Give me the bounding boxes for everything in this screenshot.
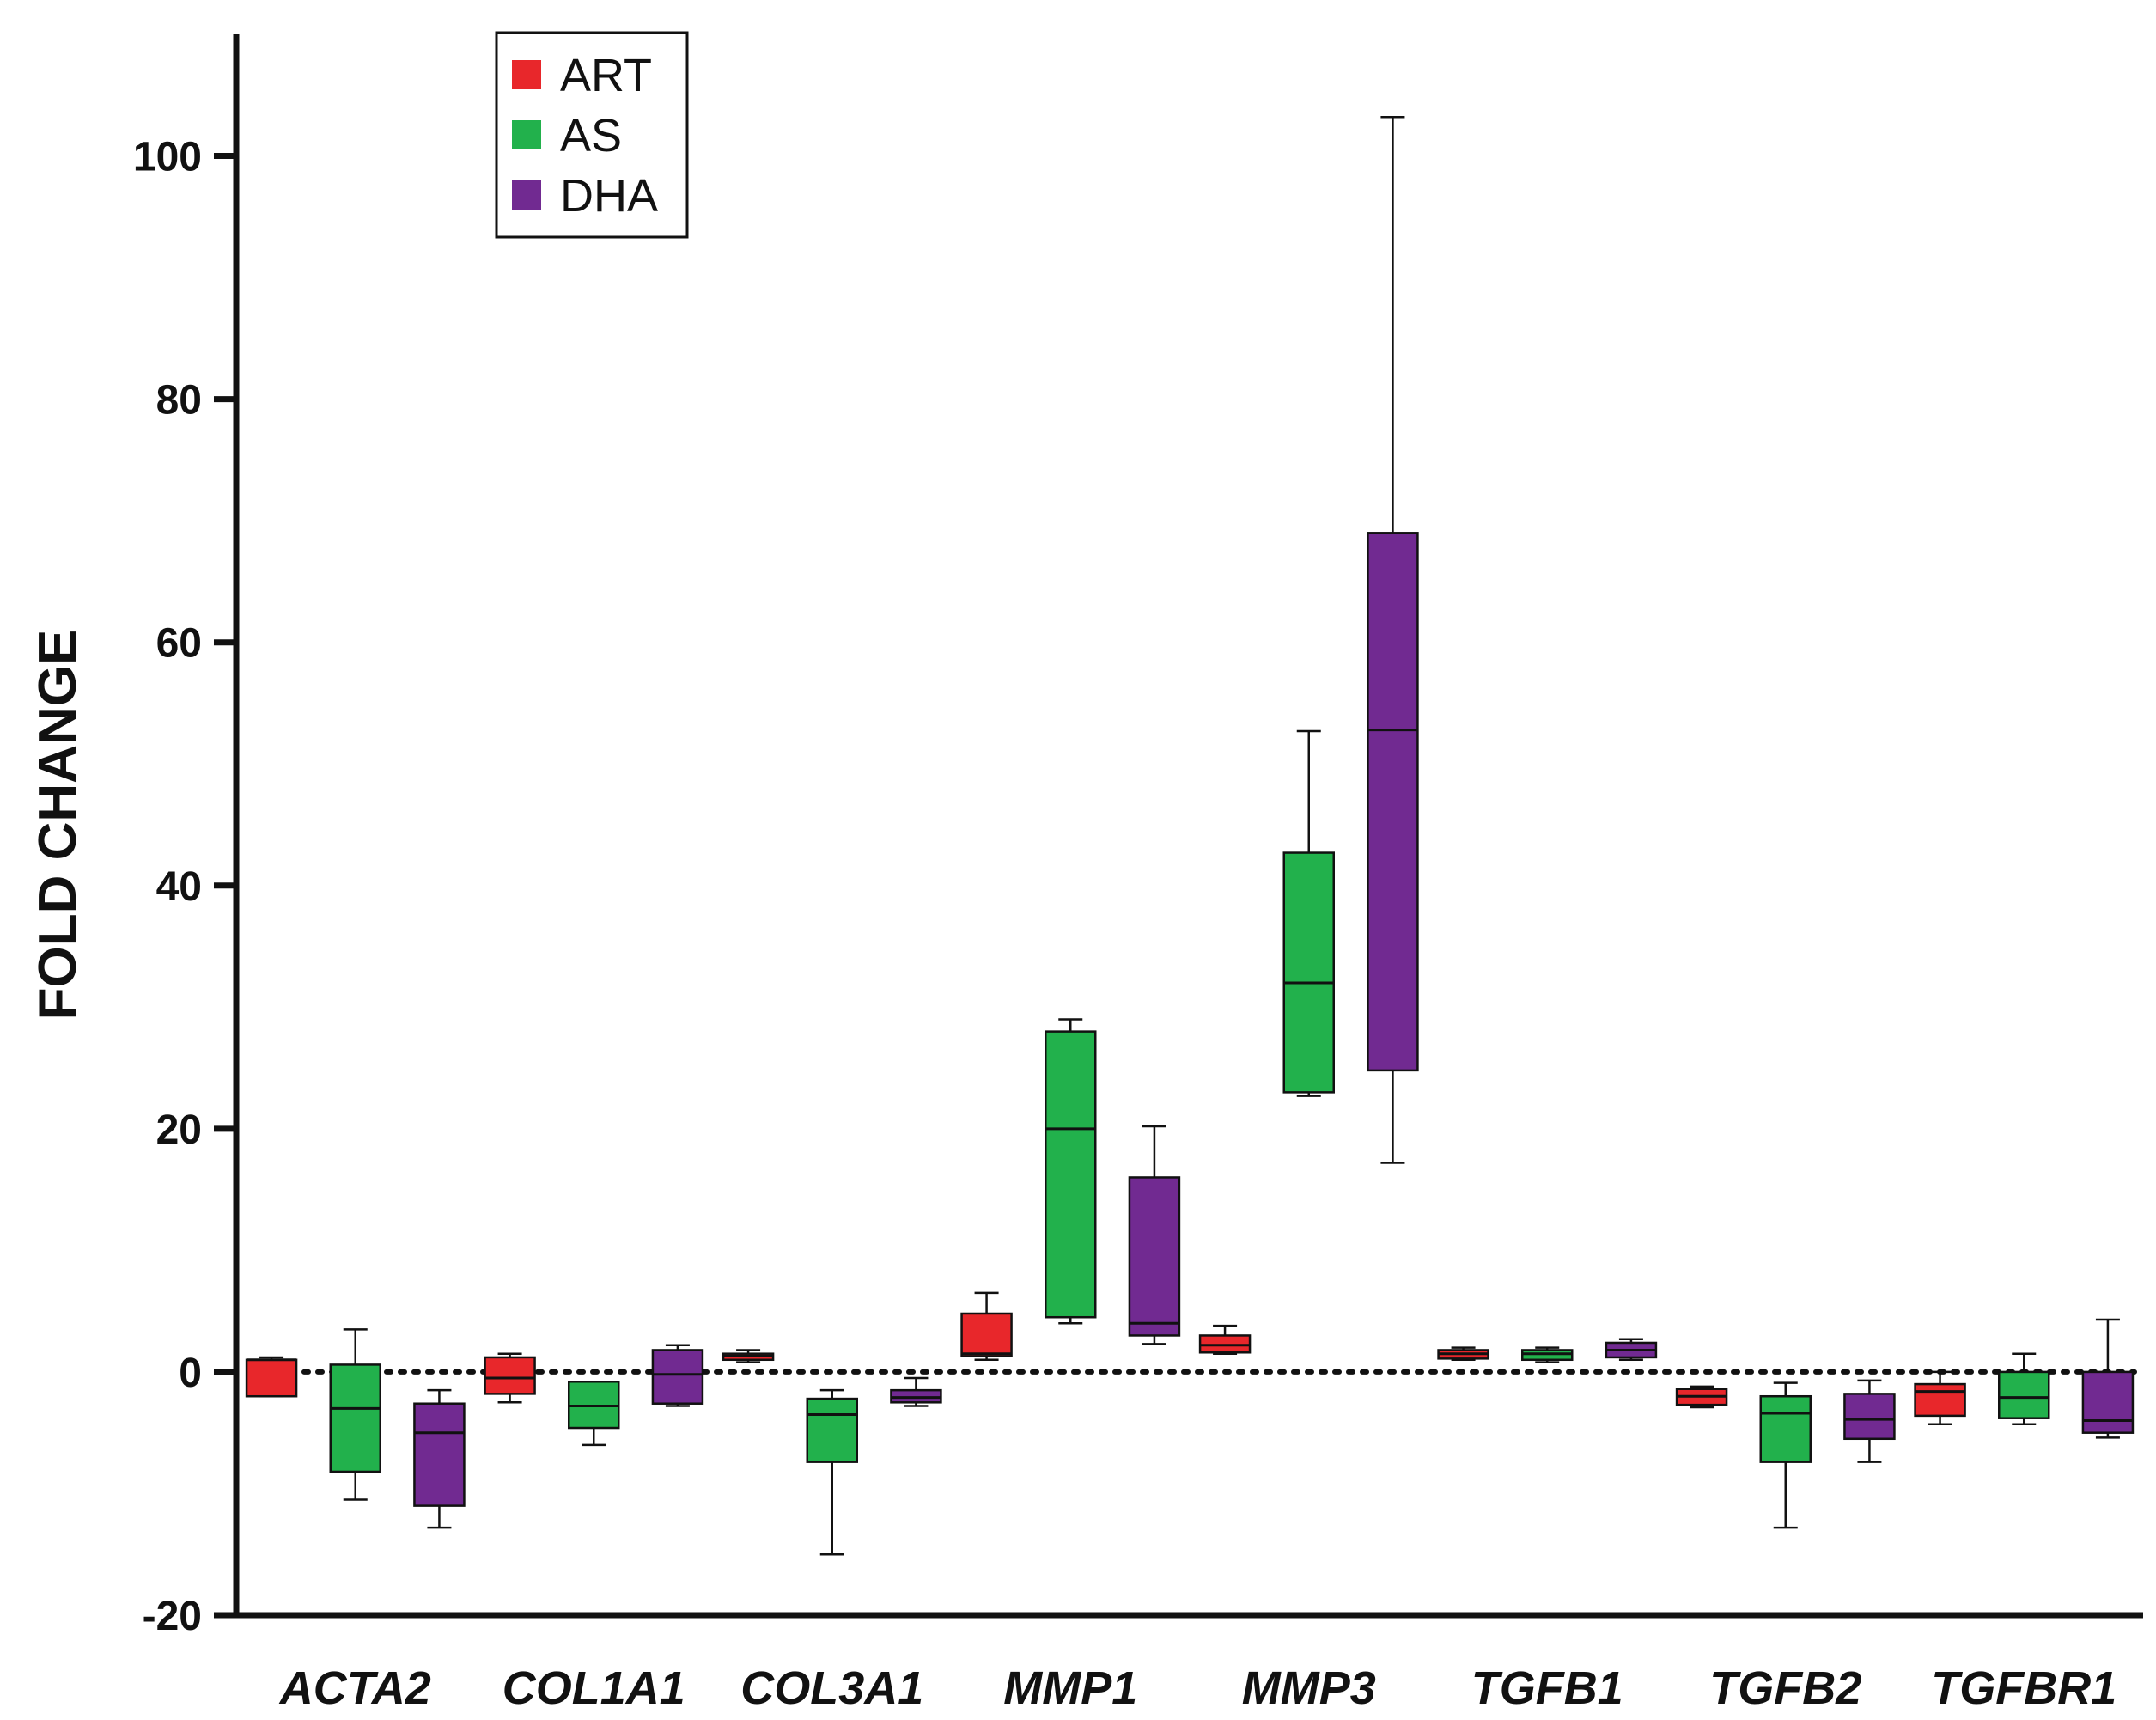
box-body — [1282, 851, 1335, 1094]
box-as-acta2 — [329, 1328, 381, 1501]
category-labels: ACTA2 COL1A1 COL3A1 MMP1 MMP3 TGFB1 TGFB2 TGFBR… — [278, 1662, 2117, 1714]
y-tick-label: 60 — [156, 621, 202, 667]
box-body — [1759, 1394, 1812, 1463]
y-axis-title: FOLD CHANGE — [28, 630, 88, 1021]
box-body — [806, 1397, 858, 1463]
box-art-col3a1 — [722, 1349, 775, 1363]
legend-label-dha: DHA — [560, 170, 658, 222]
box-dha-col3a1 — [890, 1376, 942, 1407]
box-as-tgfb1 — [1521, 1346, 1574, 1363]
box-body — [651, 1349, 704, 1405]
box-body — [1914, 1382, 1966, 1418]
box-art-mmp1 — [960, 1291, 1013, 1362]
box-art-mmp3 — [1198, 1324, 1252, 1355]
category-label-acta2: ACTA2 — [278, 1662, 431, 1714]
box-body — [1998, 1370, 2050, 1419]
y-axis: -20 0 20 40 60 80 100 — [133, 34, 240, 1639]
box-dha-tgfb1 — [1605, 1338, 1658, 1362]
box-body — [245, 1358, 298, 1398]
category-label-mmp3: MMP3 — [1242, 1662, 1376, 1714]
box-body — [2081, 1370, 2135, 1434]
box-dha-mmp3 — [1367, 115, 1419, 1164]
box-dha-tgfb2 — [1843, 1379, 1896, 1463]
y-tick-label: 0 — [179, 1351, 202, 1396]
legend-label-art: ART — [560, 50, 652, 101]
box-dha-col1a1 — [651, 1344, 704, 1407]
box-body — [329, 1363, 381, 1473]
box-art-tgfb2 — [1675, 1385, 1728, 1409]
legend: ART AS DHA — [495, 31, 689, 239]
box-dha-mmp1 — [1128, 1125, 1181, 1345]
box-as-tgfb2 — [1759, 1381, 1812, 1529]
box-as-tgfbr1 — [1998, 1352, 2050, 1426]
category-label-col3a1: COL3A1 — [740, 1662, 923, 1714]
box-body — [1843, 1393, 1896, 1441]
box-body — [960, 1312, 1013, 1357]
y-tick-label: 100 — [133, 135, 202, 180]
y-tick-label: 40 — [156, 864, 202, 910]
box-art-tgfbr1 — [1914, 1370, 1966, 1426]
category-label-col1a1: COL1A1 — [502, 1662, 685, 1714]
box-art-col1a1 — [484, 1352, 536, 1404]
box-body — [484, 1356, 536, 1395]
box-art-tgfb1 — [1437, 1346, 1489, 1362]
box-body — [1367, 532, 1419, 1072]
legend-swatch-art — [512, 60, 541, 89]
y-tick-label: 20 — [156, 1107, 202, 1153]
y-tick-label: -20 — [143, 1594, 202, 1639]
box-as-col1a1 — [568, 1380, 620, 1447]
category-label-tgfb2: TGFB2 — [1709, 1662, 1861, 1714]
legend-swatch-as — [512, 120, 541, 149]
category-label-mmp1: MMP1 — [1003, 1662, 1137, 1714]
box-as-col3a1 — [806, 1388, 858, 1556]
category-label-tgfb1: TGFB1 — [1471, 1662, 1623, 1714]
box-dha-acta2 — [413, 1388, 466, 1529]
category-label-tgfbr1: TGFBR1 — [1931, 1662, 2116, 1714]
legend-swatch-dha — [512, 180, 541, 210]
box-dha-tgfbr1 — [2081, 1318, 2135, 1439]
box-as-mmp3 — [1282, 729, 1335, 1097]
boxes-group — [245, 115, 2135, 1556]
legend-label-as: AS — [560, 110, 622, 162]
box-body — [1128, 1176, 1181, 1337]
y-tick-label: 80 — [156, 378, 202, 424]
box-as-mmp1 — [1045, 1018, 1097, 1325]
box-body — [413, 1402, 466, 1507]
box-body — [1045, 1030, 1097, 1319]
box-art-acta2 — [245, 1356, 298, 1398]
